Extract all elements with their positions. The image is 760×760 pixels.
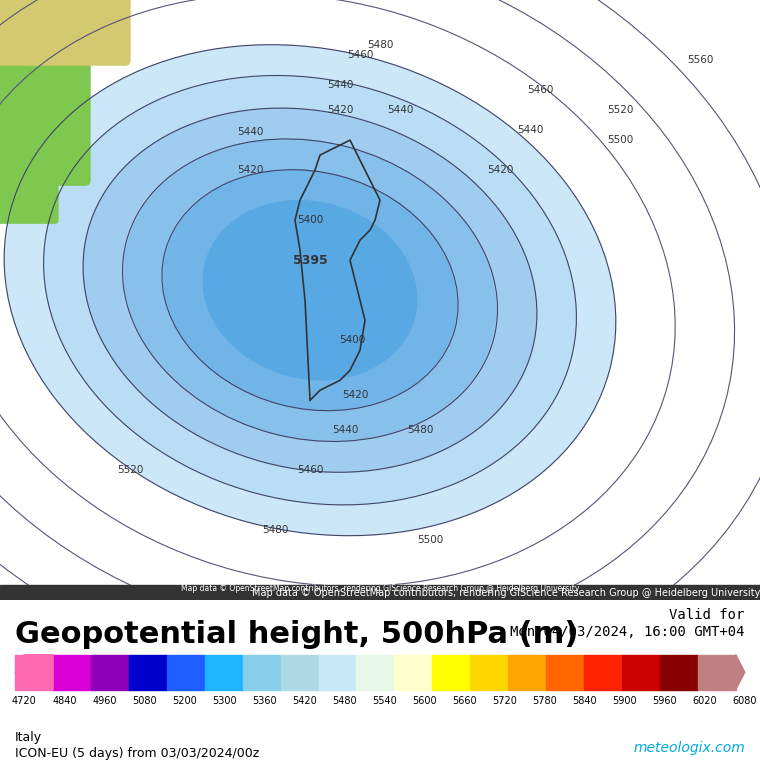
- Text: 5960: 5960: [652, 696, 677, 706]
- Polygon shape: [204, 654, 242, 690]
- Polygon shape: [280, 654, 318, 690]
- Bar: [0, 585, 760, 600]
- Polygon shape: [584, 654, 622, 690]
- Polygon shape: [394, 654, 432, 690]
- Text: 5560: 5560: [687, 55, 713, 65]
- Text: 4720: 4720: [12, 696, 36, 706]
- Text: 5420: 5420: [237, 165, 263, 175]
- Text: Italy: Italy: [15, 731, 43, 744]
- Polygon shape: [15, 654, 53, 690]
- Polygon shape: [53, 654, 91, 690]
- Text: 5400: 5400: [297, 215, 323, 225]
- Polygon shape: [432, 654, 470, 690]
- Polygon shape: [736, 654, 745, 690]
- Ellipse shape: [83, 108, 537, 472]
- Text: 5480: 5480: [332, 696, 357, 706]
- Ellipse shape: [43, 75, 576, 505]
- Polygon shape: [546, 654, 584, 690]
- Polygon shape: [91, 654, 129, 690]
- Polygon shape: [508, 654, 546, 690]
- Text: 5720: 5720: [492, 696, 517, 706]
- Text: Map data © OpenStreetMap contributors, rendering GIScience Research Group @ Heid: Map data © OpenStreetMap contributors, r…: [181, 584, 579, 594]
- Text: 5460: 5460: [347, 50, 373, 60]
- Text: 5900: 5900: [613, 696, 637, 706]
- Text: 5420: 5420: [292, 696, 317, 706]
- Text: 5460: 5460: [297, 465, 323, 475]
- Polygon shape: [622, 654, 660, 690]
- Polygon shape: [660, 654, 698, 690]
- Text: 6080: 6080: [733, 696, 757, 706]
- Text: 5360: 5360: [252, 696, 277, 706]
- Text: 5500: 5500: [417, 535, 443, 546]
- Text: Map data © OpenStreetMap contributors, rendering GIScience Research Group @ Heid: Map data © OpenStreetMap contributors, r…: [252, 588, 760, 598]
- Ellipse shape: [5, 45, 616, 536]
- FancyBboxPatch shape: [0, 157, 58, 223]
- Text: 5300: 5300: [212, 696, 237, 706]
- Text: Geopotential height, 500hPa (m): Geopotential height, 500hPa (m): [15, 619, 578, 648]
- Ellipse shape: [164, 170, 456, 410]
- Text: 5480: 5480: [261, 525, 288, 535]
- Text: 5080: 5080: [132, 696, 157, 706]
- Text: 4840: 4840: [52, 696, 77, 706]
- Text: 6020: 6020: [692, 696, 717, 706]
- Polygon shape: [318, 654, 356, 690]
- Text: 5400: 5400: [339, 335, 365, 345]
- Text: 5480: 5480: [367, 40, 393, 50]
- Text: 5440: 5440: [332, 426, 358, 435]
- Text: 5660: 5660: [452, 696, 477, 706]
- Polygon shape: [167, 654, 204, 690]
- Text: 5420: 5420: [487, 165, 513, 175]
- Text: 5460: 5460: [527, 85, 553, 95]
- Text: ICON-EU (5 days) from 03/03/2024/00z: ICON-EU (5 days) from 03/03/2024/00z: [15, 747, 259, 760]
- Text: 5440: 5440: [237, 127, 263, 137]
- Polygon shape: [356, 654, 394, 690]
- Text: meteologix.com: meteologix.com: [633, 741, 745, 755]
- Text: 5500: 5500: [607, 135, 633, 145]
- Text: Valid for
Mon 04/03/2024, 16:00 GMT+04: Valid for Mon 04/03/2024, 16:00 GMT+04: [510, 609, 745, 638]
- Polygon shape: [698, 654, 736, 690]
- Ellipse shape: [125, 139, 496, 442]
- Text: 5480: 5480: [407, 426, 433, 435]
- FancyBboxPatch shape: [0, 0, 130, 65]
- Text: 5840: 5840: [572, 696, 597, 706]
- Polygon shape: [470, 654, 508, 690]
- Text: 5420: 5420: [327, 105, 353, 115]
- Text: 5440: 5440: [387, 105, 413, 115]
- Text: 5600: 5600: [412, 696, 437, 706]
- FancyBboxPatch shape: [0, 0, 90, 185]
- Text: 5440: 5440: [327, 80, 353, 90]
- Polygon shape: [15, 654, 53, 690]
- Polygon shape: [129, 654, 167, 690]
- Text: 4960: 4960: [92, 696, 116, 706]
- Text: 5440: 5440: [517, 125, 543, 135]
- Text: 5520: 5520: [606, 105, 633, 115]
- Text: 5395: 5395: [293, 254, 328, 267]
- Text: 5520: 5520: [117, 465, 143, 475]
- Text: 5420: 5420: [342, 391, 368, 401]
- Ellipse shape: [203, 201, 416, 380]
- Polygon shape: [242, 654, 280, 690]
- Text: 5780: 5780: [532, 696, 557, 706]
- Text: 5540: 5540: [372, 696, 397, 706]
- Text: 5200: 5200: [172, 696, 197, 706]
